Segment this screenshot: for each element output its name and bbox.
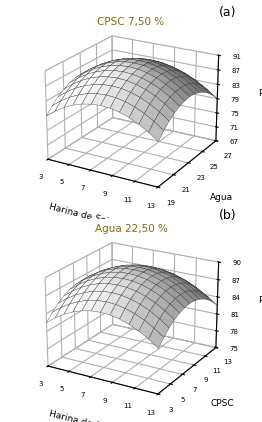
Text: (a): (a): [219, 6, 237, 19]
X-axis label: Harina de Soja: Harina de Soja: [48, 202, 114, 227]
Title: CPSC 7,50 %: CPSC 7,50 %: [97, 17, 165, 27]
Y-axis label: Agua: Agua: [210, 192, 233, 202]
Y-axis label: CPSC: CPSC: [210, 399, 234, 408]
Text: (b): (b): [219, 209, 237, 222]
X-axis label: Harina de Soja: Harina de Soja: [48, 409, 114, 422]
Title: Agua 22,50 %: Agua 22,50 %: [95, 224, 167, 234]
